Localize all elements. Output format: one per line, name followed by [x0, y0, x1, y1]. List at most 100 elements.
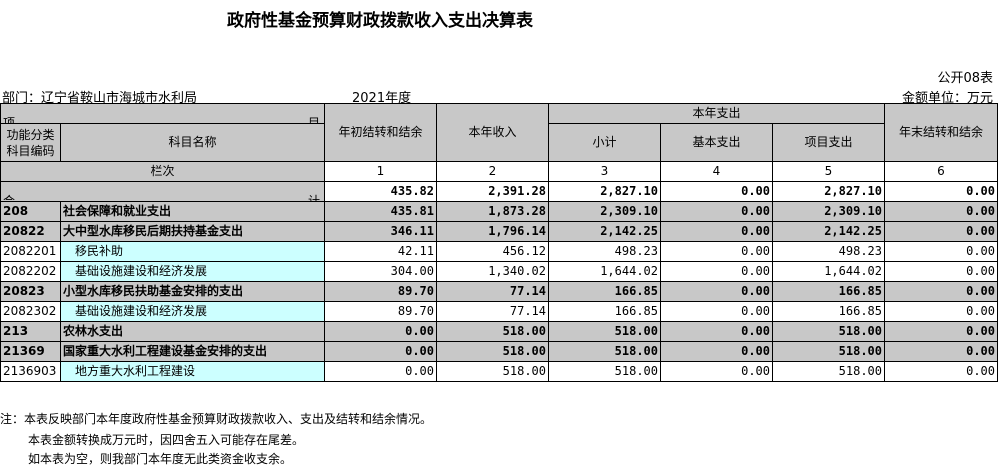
- col-num: 2: [436, 161, 549, 182]
- footnote: 如本表为空，则我部门本年度无此类资金收支余。: [28, 452, 293, 466]
- amount-cell: 0.00: [884, 321, 998, 342]
- amount-cell: 77.14: [436, 301, 549, 322]
- subject-name: 基础设施建设和经济发展: [60, 301, 325, 322]
- item-header: 项 目: [0, 103, 325, 124]
- amount-cell: 518.00: [772, 321, 885, 342]
- total-value: 0.00: [884, 181, 998, 202]
- amount-cell: 0.00: [884, 301, 998, 322]
- amount-cell: 0.00: [660, 201, 773, 222]
- table-row: 2082202 基础设施建设和经济发展 304.00 1,340.02 1,644.02…: [0, 261, 998, 282]
- func-code-header: 功能分类科目编码: [0, 123, 61, 162]
- amount-cell: 0.00: [884, 241, 998, 262]
- table-row: 2136903 地方重大水利工程建设 0.00 518.00 518.00 0.00 518…: [0, 361, 998, 382]
- amount-cell: 0.00: [660, 301, 773, 322]
- subject-name: 社会保障和就业支出: [60, 201, 325, 222]
- amount-cell: 1,644.02: [772, 261, 885, 282]
- end-balance-header: 年末结转和结余: [884, 103, 998, 162]
- project-header: 项目支出: [772, 123, 885, 162]
- total-value: 0.00: [660, 181, 773, 202]
- amount-cell: 1,644.02: [548, 261, 661, 282]
- amount-cell: 0.00: [324, 341, 437, 362]
- amount-cell: 2,309.10: [548, 201, 661, 222]
- amount-cell: 0.00: [660, 241, 773, 262]
- amount-cell: 0.00: [884, 361, 998, 382]
- amount-cell: 518.00: [436, 361, 549, 382]
- amount-cell: 2,309.10: [772, 201, 885, 222]
- amount-cell: 0.00: [884, 261, 998, 282]
- amount-cell: 518.00: [548, 321, 661, 342]
- amount-cell: 1,873.28: [436, 201, 549, 222]
- table-row: 2082302 基础设施建设和经济发展 89.70 77.14 166.85 0.00 16…: [0, 301, 998, 322]
- amount-cell: 89.70: [324, 301, 437, 322]
- amount-cell: 1,340.02: [436, 261, 549, 282]
- form-number: 公开08表: [937, 71, 993, 86]
- amount-cell: 166.85: [772, 281, 885, 302]
- begin-balance-header: 年初结转和结余: [324, 103, 437, 162]
- basic-header: 基本支出: [660, 123, 773, 162]
- table-row: 2082201 移民补助 42.11 456.12 498.23 0.00 498.23 0.…: [0, 241, 998, 262]
- column-number-row: 栏次 1 2 3 4 5 6: [0, 161, 998, 182]
- table-row: 208 社会保障和就业支出 435.81 1,873.28 2,309.10 0.00 2,…: [0, 201, 998, 222]
- amount-cell: 0.00: [660, 361, 773, 382]
- subject-code: 2082302: [0, 301, 61, 322]
- amount-cell: 0.00: [660, 321, 773, 342]
- table-row: 213 农林水支出 0.00 518.00 518.00 0.00 518.00 0.00: [0, 321, 998, 342]
- amount-cell: 518.00: [436, 321, 549, 342]
- amount-cell: 0.00: [884, 201, 998, 222]
- amount-cell: 0.00: [324, 361, 437, 382]
- amount-cell: 89.70: [324, 281, 437, 302]
- subject-name-header: 科目名称: [60, 123, 325, 162]
- subject-name: 大中型水库移民后期扶持基金支出: [60, 221, 325, 242]
- amount-cell: 456.12: [436, 241, 549, 262]
- department-label: 部门：辽宁省鞍山市海城市水利局: [2, 91, 198, 106]
- col-num: 6: [884, 161, 998, 182]
- subject-code: 213: [0, 321, 61, 342]
- unit-label: 金额单位：万元: [901, 91, 993, 106]
- subtotal-header: 小计: [548, 123, 661, 162]
- subject-code: 20822: [0, 221, 61, 242]
- amount-cell: 346.11: [324, 221, 437, 242]
- amount-cell: 166.85: [548, 281, 661, 302]
- row-label: 栏次: [0, 161, 325, 182]
- subject-code: 2082201: [0, 241, 61, 262]
- amount-cell: 0.00: [660, 281, 773, 302]
- footnote: 本表金额转换成万元时，因四舍五入可能存在尾差。: [28, 433, 305, 447]
- amount-cell: 498.23: [548, 241, 661, 262]
- budget-table: 项 目 年初结转和结余 本年收入 本年支出 年末结转和结余 功能分类科目编码 科…: [0, 103, 998, 382]
- total-value: 2,827.10: [548, 181, 661, 202]
- amount-cell: 77.14: [436, 281, 549, 302]
- col-num: 4: [660, 161, 773, 182]
- total-row: 合 计 435.82 2,391.28 2,827.10 0.00 2,827.…: [0, 181, 998, 202]
- subject-name: 农林水支出: [60, 321, 325, 342]
- amount-cell: 2,142.25: [772, 221, 885, 242]
- header-row-1: 项 目 年初结转和结余 本年收入 本年支出 年末结转和结余: [0, 103, 998, 162]
- amount-cell: 0.00: [324, 321, 437, 342]
- total-value: 2,827.10: [772, 181, 885, 202]
- subject-code: 208: [0, 201, 61, 222]
- subject-code: 20823: [0, 281, 61, 302]
- total-value: 2,391.28: [436, 181, 549, 202]
- subject-code: 21369: [0, 341, 61, 362]
- amount-cell: 0.00: [660, 221, 773, 242]
- amount-cell: 0.00: [660, 261, 773, 282]
- col-num: 3: [548, 161, 661, 182]
- page-title: 政府性基金预算财政拨款收入支出决算表: [227, 11, 533, 31]
- col-num: 5: [772, 161, 885, 182]
- subject-code: 2082202: [0, 261, 61, 282]
- expense-group-header: 本年支出: [548, 103, 885, 124]
- subject-code: 2136903: [0, 361, 61, 382]
- amount-cell: 166.85: [772, 301, 885, 322]
- amount-cell: 1,796.14: [436, 221, 549, 242]
- amount-cell: 498.23: [772, 241, 885, 262]
- subject-name: 地方重大水利工程建设: [60, 361, 325, 382]
- year-label: 2021年度: [352, 91, 412, 106]
- amount-cell: 42.11: [324, 241, 437, 262]
- subject-name: 小型水库移民扶助基金安排的支出: [60, 281, 325, 302]
- amount-cell: 518.00: [772, 341, 885, 362]
- amount-cell: 2,142.25: [548, 221, 661, 242]
- table-row: 20823 小型水库移民扶助基金安排的支出 89.70 77.14 166.85 0.00…: [0, 281, 998, 302]
- income-header: 本年收入: [436, 103, 549, 162]
- amount-cell: 518.00: [772, 361, 885, 382]
- table-row: 21369 国家重大水利工程建设基金安排的支出 0.00 518.00 518.00 0.…: [0, 341, 998, 362]
- amount-cell: 0.00: [884, 281, 998, 302]
